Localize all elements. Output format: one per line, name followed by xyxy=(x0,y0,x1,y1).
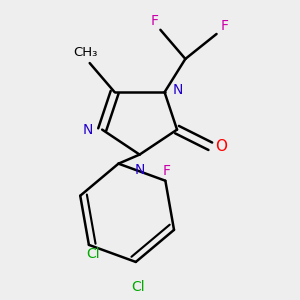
Text: F: F xyxy=(162,164,170,178)
Text: F: F xyxy=(150,14,158,28)
Text: O: O xyxy=(215,139,227,154)
Text: Cl: Cl xyxy=(131,280,145,294)
Text: Cl: Cl xyxy=(86,247,100,261)
Text: N: N xyxy=(134,163,145,177)
Text: N: N xyxy=(173,83,183,97)
Text: N: N xyxy=(82,123,93,136)
Text: F: F xyxy=(221,19,229,33)
Text: CH₃: CH₃ xyxy=(73,46,98,59)
